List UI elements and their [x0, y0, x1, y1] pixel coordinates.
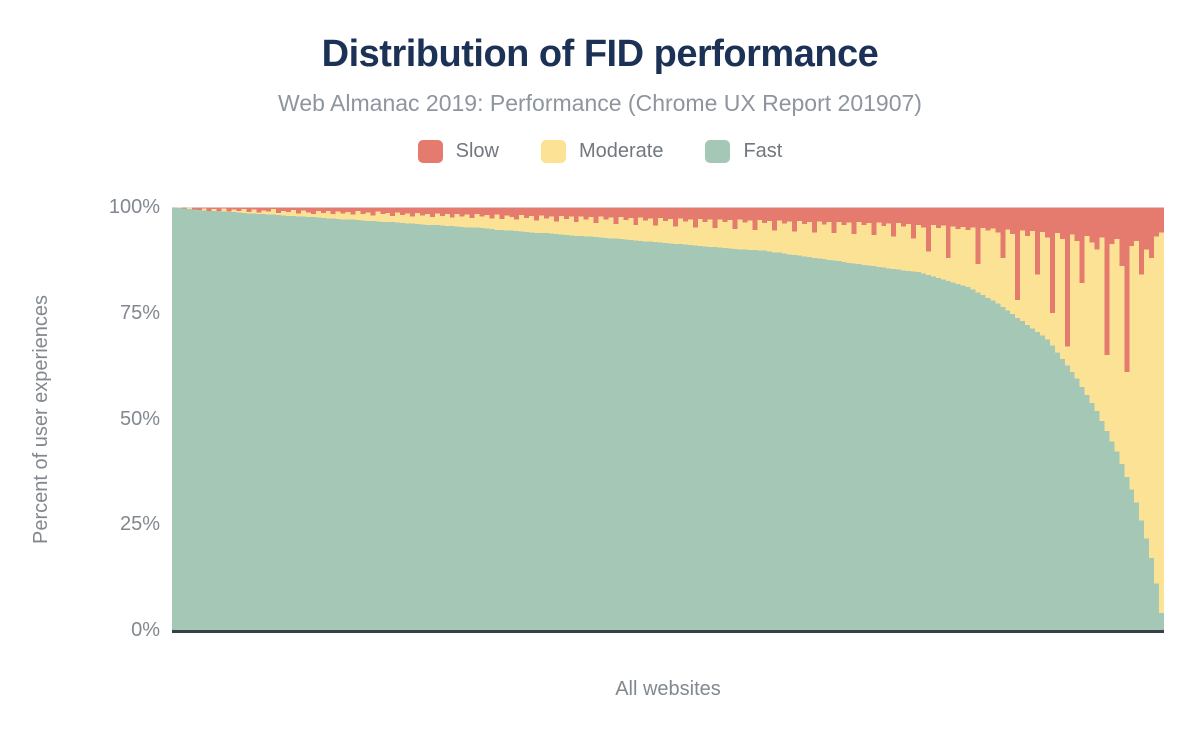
y-tick-25: 25% [119, 513, 160, 535]
y-tick-100: 100% [108, 196, 160, 218]
stacked-bar-canvas [172, 207, 1164, 630]
legend-item-fast: Fast [705, 140, 782, 163]
chart-title: Distribution of FID performance [321, 33, 879, 75]
x-axis-label: All websites [615, 678, 721, 700]
plot-area [172, 207, 1164, 633]
chart-subtitle: Web Almanac 2019: Performance (Chrome UX… [278, 90, 922, 116]
gridline-100 [172, 207, 1164, 208]
legend: Slow Moderate Fast [0, 140, 1200, 163]
legend-label-moderate: Moderate [578, 140, 664, 162]
y-tick-0: 0% [131, 619, 160, 641]
legend-item-moderate: Moderate [540, 140, 664, 163]
legend-label-fast: Fast [743, 140, 783, 162]
legend-label-slow: Slow [455, 140, 499, 162]
legend-swatch [540, 140, 566, 163]
y-tick-75: 75% [119, 302, 160, 324]
legend-item-slow: Slow [417, 140, 499, 163]
y-tick-50: 50% [119, 408, 160, 430]
legend-swatch [417, 140, 443, 163]
legend-swatch [705, 140, 731, 163]
